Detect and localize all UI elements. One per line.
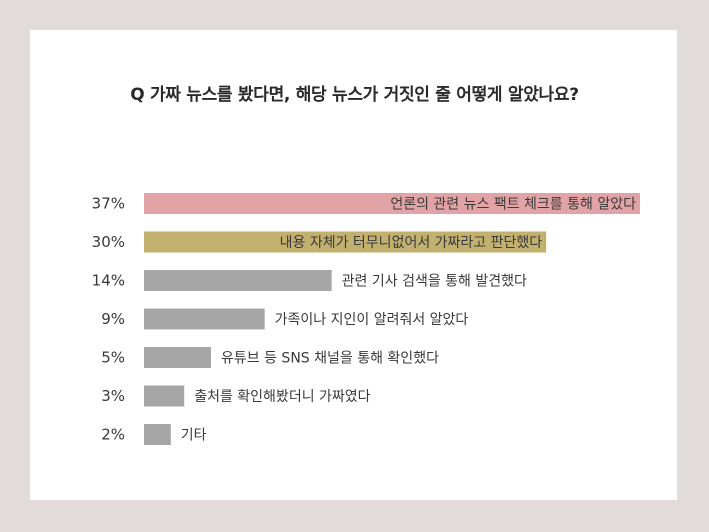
value-label: 2% [101,426,125,444]
value-label: 37% [92,195,125,213]
category-label: 가족이나 지인이 알려줘서 알았다 [275,312,469,328]
chart-title: Q 가짜 뉴스를 봤다면, 해당 뉴스가 거짓인 줄 어떻게 알았나요? [130,85,579,105]
value-label: 14% [92,272,125,290]
chart-card [30,30,677,500]
value-label: 30% [92,233,125,251]
value-label: 5% [101,349,125,367]
bar [144,308,265,330]
category-label: 기타 [181,428,207,444]
category-label: 관련 기사 검색을 통해 발견했다 [342,274,527,290]
category-label: 내용 자체가 터무니없어서 가짜라고 판단했다 [280,235,543,251]
bar [144,347,212,368]
bar [144,193,640,214]
category-label: 언론의 관련 뉴스 팩트 체크를 통해 알았다 [390,197,636,213]
bar [144,231,547,253]
category-label: 출처를 확인해봤더니 가짜였다 [194,389,370,405]
value-label: 9% [101,310,125,328]
category-label: 유튜브 등 SNS 채널을 통해 확인했다 [221,351,439,367]
bar [144,270,332,291]
value-label: 3% [101,387,125,405]
bar [144,385,185,407]
bar [144,424,171,445]
